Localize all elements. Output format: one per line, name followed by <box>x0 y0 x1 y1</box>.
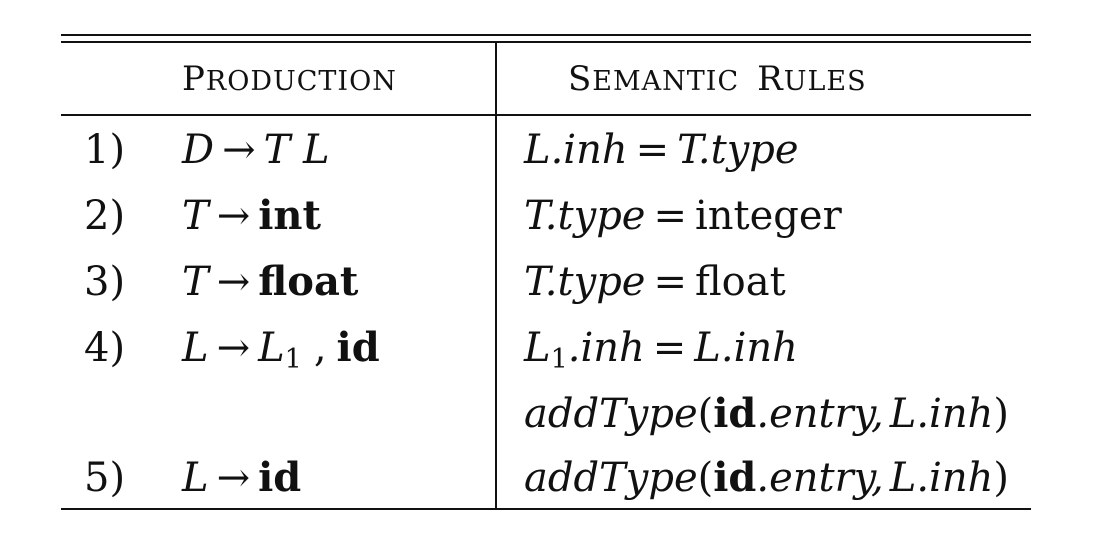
close-paren: ) <box>993 391 1009 437</box>
arrow-symbol: → <box>222 127 256 173</box>
equals-symbol: = <box>653 193 687 239</box>
semantic-rule-cell: T.type = float <box>524 262 786 302</box>
production-rhs: float <box>258 258 359 305</box>
rule-rhs: integer <box>694 193 842 239</box>
rule-lhs: L.inh <box>524 127 628 173</box>
open-paren: ( <box>697 455 714 501</box>
semantic-rule-cell: addType(id.entry, L.inh) <box>524 391 1009 437</box>
row-number: 1) <box>84 127 126 173</box>
semantic-rule-cell: L1.inh = L.inh <box>524 325 798 373</box>
production-cell: T → float <box>182 259 358 305</box>
production-header: PRODUCTION <box>182 59 397 99</box>
rule-lhs: T.type <box>524 193 646 239</box>
equals-symbol: = <box>653 259 687 305</box>
semantic-rules-header: SEMANTIC RULES <box>568 59 867 99</box>
header-rule <box>61 114 1031 116</box>
equals-symbol: = <box>635 127 670 173</box>
production-cell: L → id <box>182 455 301 501</box>
rule-function: addType <box>524 391 698 437</box>
bottom-rule <box>61 508 1031 510</box>
production-lhs: D <box>182 127 215 173</box>
rule-entry: .entry, <box>756 455 884 501</box>
top-rule-1 <box>61 34 1031 36</box>
row-number: 5) <box>84 455 126 501</box>
arrow-symbol: → <box>216 325 251 371</box>
production-lhs: L <box>182 455 209 501</box>
production-rhs: T L <box>263 127 330 173</box>
rule-entry: .entry, <box>756 391 884 437</box>
production-rhs-id: id <box>336 324 380 371</box>
open-paren: ( <box>697 391 714 437</box>
rule-rhs: T.type <box>677 127 799 173</box>
rule-arg: L.inh <box>889 455 994 501</box>
production-lhs: L <box>182 325 209 371</box>
row-number: 4) <box>84 325 126 371</box>
top-rule-2 <box>61 41 1031 43</box>
production-comma: , <box>313 325 327 371</box>
semantic-rule-cell: addType(id.entry, L.inh) <box>524 455 1009 501</box>
production-rhs: id <box>258 454 302 501</box>
rule-function: addType <box>524 455 698 501</box>
rule-id: id <box>713 390 757 437</box>
production-cell: T → int <box>182 193 321 239</box>
arrow-symbol: → <box>216 259 251 305</box>
close-paren: ) <box>993 455 1009 501</box>
production-rhs-subscript: 1 <box>284 344 302 375</box>
rule-arg: L.inh <box>889 391 994 437</box>
arrow-symbol: → <box>216 455 251 501</box>
semantic-rule-cell: T.type = integer <box>524 196 842 236</box>
production-rhs-var: L <box>258 325 285 371</box>
equals-symbol: = <box>652 325 687 371</box>
row-number: 2) <box>84 193 126 239</box>
semantic-rule-cell: L.inh = T.type <box>524 130 799 170</box>
rule-id: id <box>713 454 757 501</box>
row-number: 3) <box>84 259 126 305</box>
column-divider <box>495 43 497 510</box>
production-lhs: T <box>182 259 209 305</box>
production-lhs: T <box>182 193 209 239</box>
arrow-symbol: → <box>216 193 251 239</box>
rule-lhs: T.type <box>524 259 646 305</box>
production-cell: D → T L <box>182 130 330 170</box>
production-rhs: int <box>258 192 321 239</box>
rule-rhs: float <box>694 259 786 305</box>
rule-lhs-subscript: 1 <box>550 344 568 375</box>
rule-lhs-var: L <box>524 325 551 371</box>
production-cell: L → L1, id <box>182 325 380 374</box>
rule-rhs: L.inh <box>694 325 798 371</box>
rule-lhs-attr: .inh <box>567 325 645 371</box>
